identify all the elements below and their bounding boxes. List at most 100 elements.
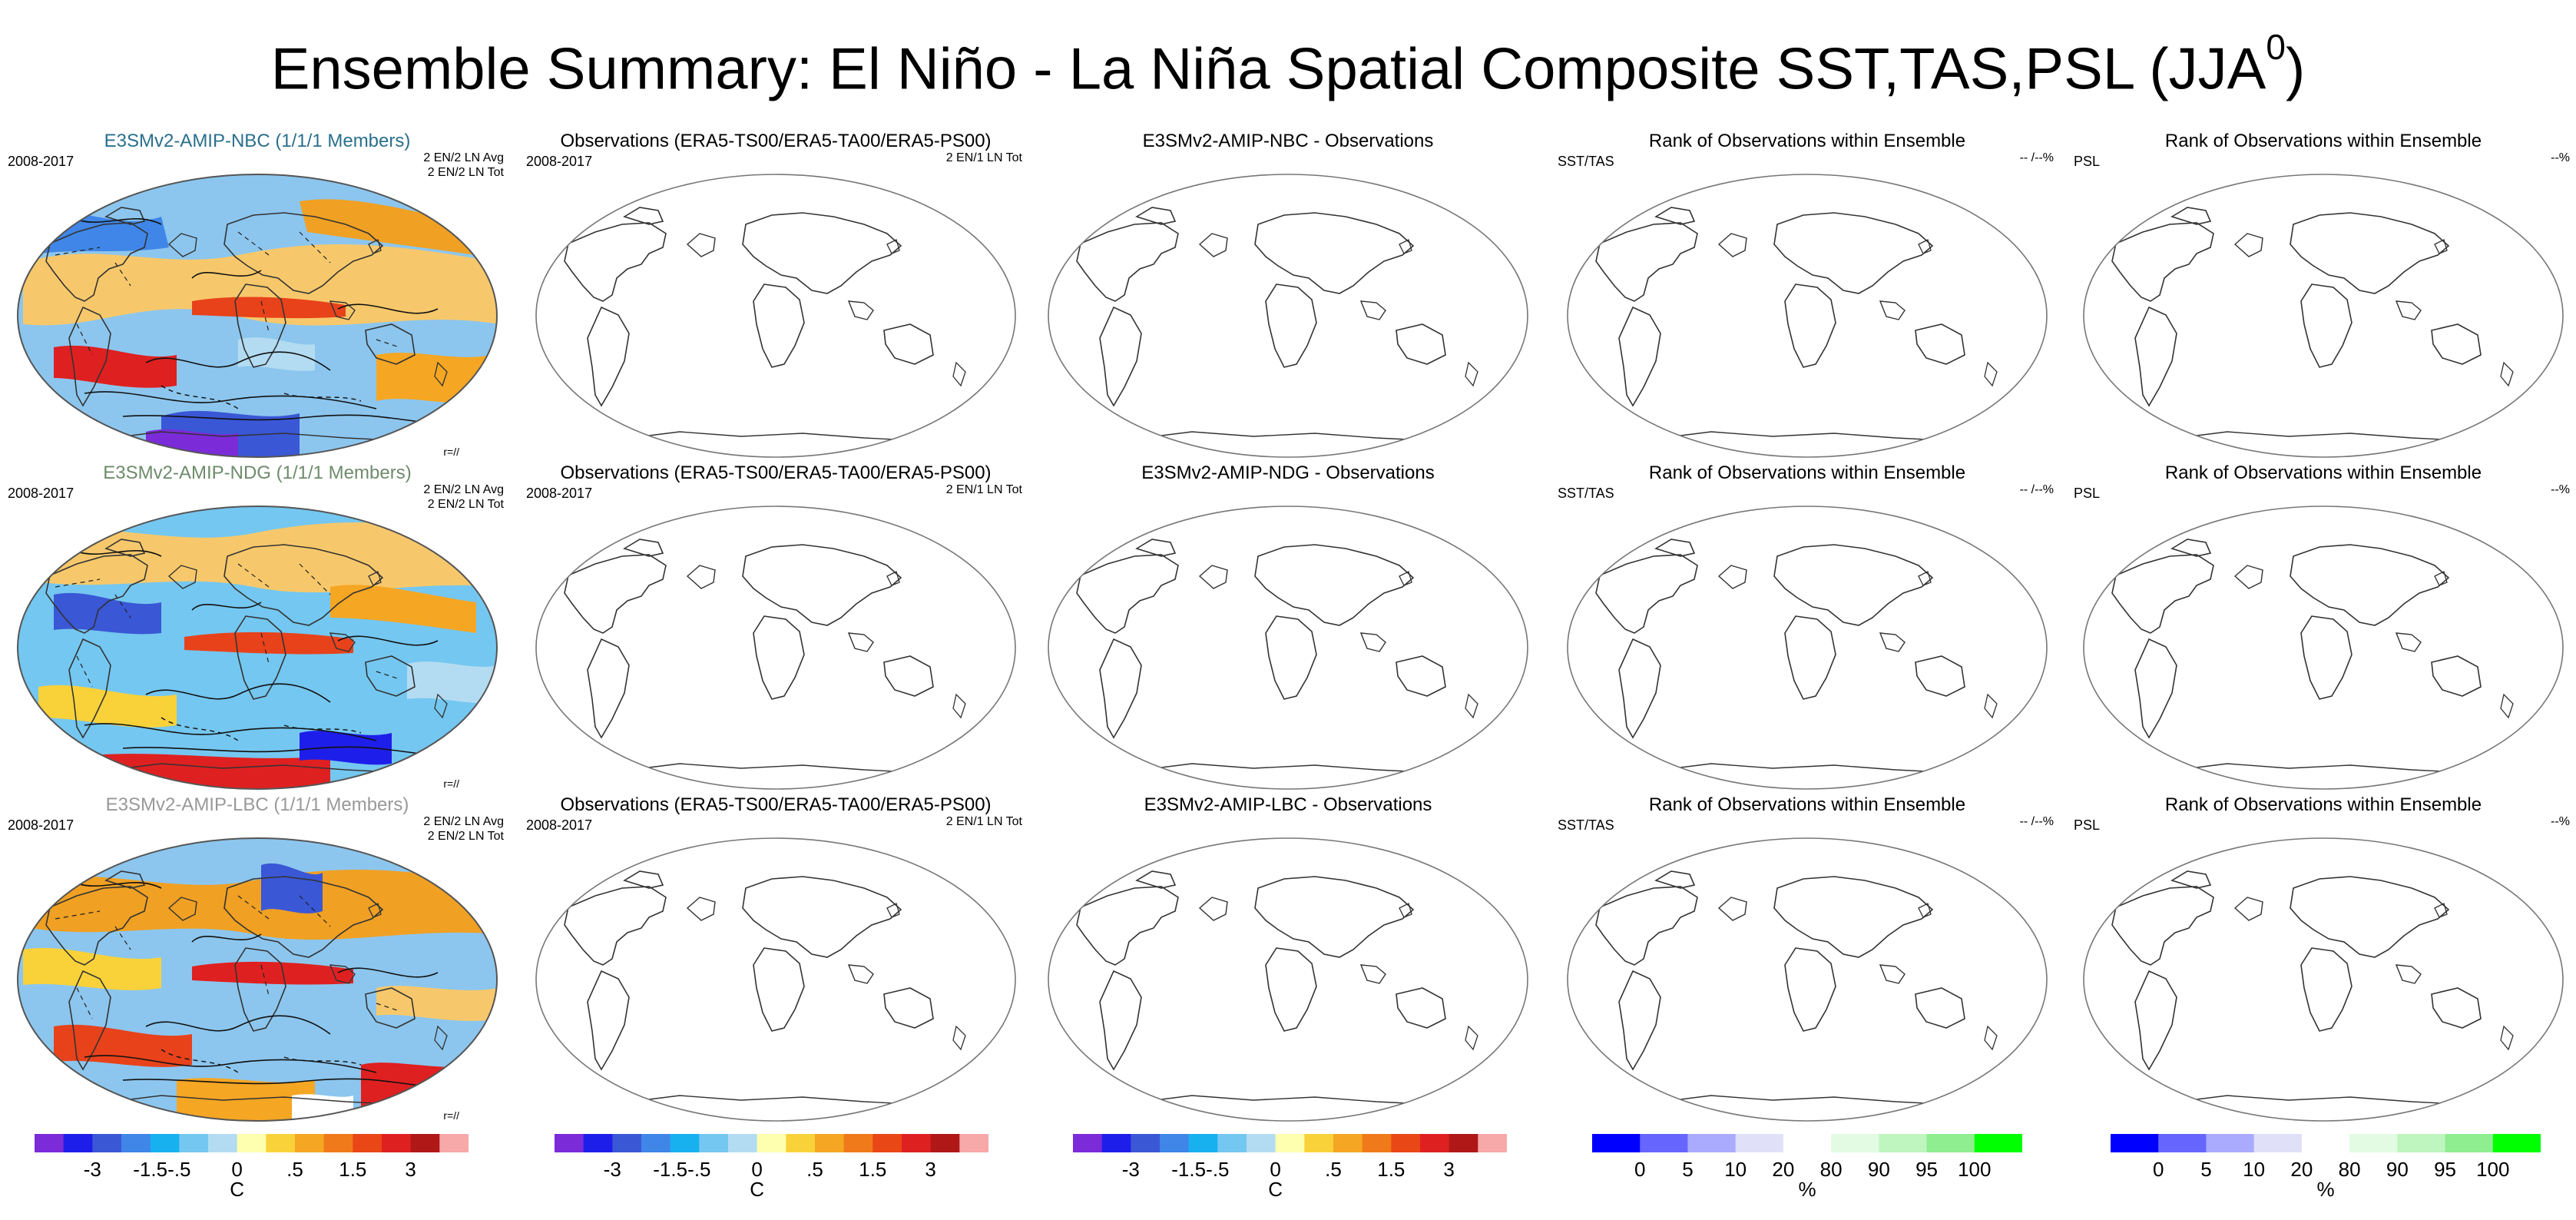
panel-rank-psl-row3-pct: --% bbox=[2551, 815, 2570, 828]
panel-rank-sst-row1-title: Rank of Observations within Ensemble bbox=[1648, 131, 1966, 151]
panel-model-lbc: E3SMv2-AMIP-LBC (1/1/1 Members) 2008-201… bbox=[8, 794, 507, 1125]
colorbar-tick-label: 5 bbox=[2200, 1158, 2212, 1181]
figure-title-superscript: 0 bbox=[2266, 27, 2286, 67]
colorbar-swatch bbox=[295, 1134, 325, 1152]
colorbar-swatch bbox=[2206, 1134, 2255, 1152]
stat-avg: 2 EN/2 LN Avg bbox=[423, 483, 504, 496]
colorbar-tick-label: 0 bbox=[1634, 1158, 1646, 1181]
contour-interval-label: r=// bbox=[443, 777, 459, 790]
colorbar-swatch bbox=[1217, 1134, 1247, 1152]
panel-rank-psl-row3-title: Rank of Observations within Ensemble bbox=[2164, 794, 2482, 815]
colorbar-swatch bbox=[1073, 1134, 1103, 1152]
colorbar-swatch bbox=[555, 1134, 584, 1152]
colorbar-tick-label: 1.5 bbox=[859, 1158, 887, 1181]
contour-interval-label: r=// bbox=[443, 1109, 459, 1122]
panel-obs-row3-stats: 2 EN/1 LN Tot bbox=[945, 815, 1022, 828]
colorbar-swatch bbox=[2397, 1134, 2446, 1152]
model-map-lbc bbox=[17, 837, 498, 1122]
colorbar-tick-label: 0 bbox=[2152, 1158, 2164, 1181]
colorbar-swatch bbox=[1131, 1134, 1161, 1152]
colorbar-tick-label: -.5 bbox=[1206, 1158, 1230, 1181]
colorbar-tick-label: .5 bbox=[286, 1158, 303, 1181]
colorbar-tick-label: 90 bbox=[2386, 1158, 2409, 1181]
colorbar-tick-label: -.5 bbox=[167, 1158, 191, 1181]
colorbar-tick-label: 90 bbox=[1867, 1158, 1890, 1181]
panel-rank-psl-row1: Rank of Observations within Ensemble PSL… bbox=[2074, 131, 2573, 461]
panel-rank-sst-row2-title: Rank of Observations within Ensemble bbox=[1648, 462, 1966, 483]
colorbar-swatch bbox=[2253, 1134, 2303, 1152]
colorbar-swatch bbox=[1391, 1134, 1421, 1152]
obs-map-row1 bbox=[535, 174, 1016, 458]
colorbar-unit-label: % bbox=[2316, 1178, 2335, 1201]
rank-sst-map-row2 bbox=[1567, 506, 2048, 790]
colorbar-swatch bbox=[63, 1134, 93, 1152]
colorbar-swatches bbox=[2111, 1134, 2541, 1152]
colorbar-swatch bbox=[1449, 1134, 1478, 1152]
panel-model-lbc-period: 2008-2017 bbox=[8, 817, 74, 833]
colorbar-tick-label: 80 bbox=[2338, 1158, 2361, 1181]
rank-sst-map-row1 bbox=[1567, 174, 2048, 458]
panel-obs-row3-title: Observations (ERA5-TS00/ERA5-TA00/ERA5-P… bbox=[560, 794, 992, 815]
colorbar-temp-3: -3 -1.5 -.5 0 .5 1.5 3 C bbox=[1073, 1133, 1507, 1218]
panel-rank-sst-row1-var: SST/TAS bbox=[1558, 154, 1614, 169]
colorbar-swatches bbox=[1592, 1134, 2022, 1152]
panel-obs-row1-title: Observations (ERA5-TS00/ERA5-TA00/ERA5-P… bbox=[560, 131, 992, 151]
panel-model-lbc-stats: 2 EN/2 LN Avg 2 EN/2 LN Tot bbox=[423, 814, 504, 844]
colorbar-swatch bbox=[439, 1134, 469, 1152]
panel-obs-row1-stats: 2 EN/1 LN Tot bbox=[945, 151, 1022, 164]
colorbar-unit-label: C bbox=[1268, 1178, 1283, 1201]
panel-rank-psl-row1-var: PSL bbox=[2074, 154, 2101, 169]
panel-obs-row2-period: 2008-2017 bbox=[526, 486, 593, 501]
colorbar-swatch bbox=[1926, 1134, 1975, 1152]
panel-model-ndg-stats: 2 EN/2 LN Avg 2 EN/2 LN Tot bbox=[423, 482, 504, 512]
colorbar-swatch bbox=[2492, 1134, 2541, 1152]
colorbar-swatch bbox=[1687, 1134, 1737, 1152]
diff-map-row3 bbox=[1048, 837, 1528, 1122]
colorbar-tick-label: 3 bbox=[925, 1158, 936, 1181]
colorbar-swatch bbox=[2445, 1134, 2494, 1152]
colorbar-swatch bbox=[1101, 1134, 1131, 1152]
panel-model-nbc: E3SMv2-AMIP-NBC (1/1/1 Members) 2008-201… bbox=[8, 131, 507, 461]
panel-diff-row3: E3SMv2-AMIP-LBC - Observations bbox=[1038, 794, 1538, 1125]
colorbar-swatch bbox=[2158, 1134, 2207, 1152]
colorbar-swatch bbox=[959, 1134, 988, 1152]
panel-rank-psl-row2-var: PSL bbox=[2074, 486, 2101, 501]
colorbar-swatch bbox=[1831, 1134, 1879, 1152]
colorbar-tick-label: 1.5 bbox=[1377, 1158, 1406, 1181]
colorbar-swatch bbox=[208, 1134, 238, 1152]
colorbar-rank-2: 0 5 10 20 80 90 95 100% bbox=[2111, 1133, 2541, 1218]
panel-obs-row3: Observations (ERA5-TS00/ERA5-TA00/ERA5-P… bbox=[526, 794, 1025, 1125]
diff-map-row2 bbox=[1048, 506, 1528, 790]
colorbar-temp-1: -3 -1.5 -.5 0 .5 1.5 3 C bbox=[35, 1133, 469, 1218]
panel-rank-sst-row2-var: SST/TAS bbox=[1558, 486, 1614, 501]
colorbar-tick-label: 0 bbox=[231, 1158, 243, 1181]
panel-model-ndg: E3SMv2-AMIP-NDG (1/1/1 Members) 2008-201… bbox=[8, 462, 507, 793]
panel-rank-sst-row1-pct: -- /--% bbox=[2019, 151, 2054, 164]
colorbar-swatch bbox=[699, 1134, 729, 1152]
colorbar-swatch bbox=[786, 1134, 816, 1152]
contour-interval-label: r=// bbox=[443, 446, 459, 458]
rank-psl-map-row2 bbox=[2083, 506, 2564, 790]
colorbar-swatch bbox=[641, 1134, 671, 1152]
panel-diff-row1-title: E3SMv2-AMIP-NBC - Observations bbox=[1142, 131, 1434, 151]
colorbar-swatch bbox=[1188, 1134, 1218, 1152]
rank-psl-map-row3 bbox=[2083, 837, 2564, 1122]
panel-rank-sst-row2-pct: -- /--% bbox=[2019, 483, 2054, 496]
colorbar-swatch bbox=[872, 1134, 902, 1152]
colorbar-tick-label: 20 bbox=[1772, 1158, 1795, 1181]
colorbar-swatch bbox=[1275, 1134, 1305, 1152]
colorbar-swatch bbox=[1974, 1134, 2022, 1152]
colorbar-swatch bbox=[92, 1134, 122, 1152]
colorbar-tick-label: 0 bbox=[1270, 1158, 1281, 1181]
figure-title-text: Ensemble Summary: El Niño - La Niña Spat… bbox=[270, 36, 2266, 102]
colorbar-tick-label: -3 bbox=[603, 1158, 621, 1181]
obs-map-row2 bbox=[535, 506, 1016, 790]
panel-rank-psl-row3-var: PSL bbox=[2074, 817, 2101, 833]
colorbar-swatch bbox=[2349, 1134, 2398, 1152]
colorbar-tick-label: 100 bbox=[2476, 1158, 2510, 1181]
colorbar-swatch bbox=[1333, 1134, 1363, 1152]
colorbar-swatch bbox=[1362, 1134, 1392, 1152]
panel-model-lbc-title: E3SMv2-AMIP-LBC (1/1/1 Members) bbox=[105, 794, 409, 815]
panel-rank-psl-row1-title: Rank of Observations within Ensemble bbox=[2164, 131, 2482, 151]
colorbar-unit-label: C bbox=[230, 1178, 245, 1201]
